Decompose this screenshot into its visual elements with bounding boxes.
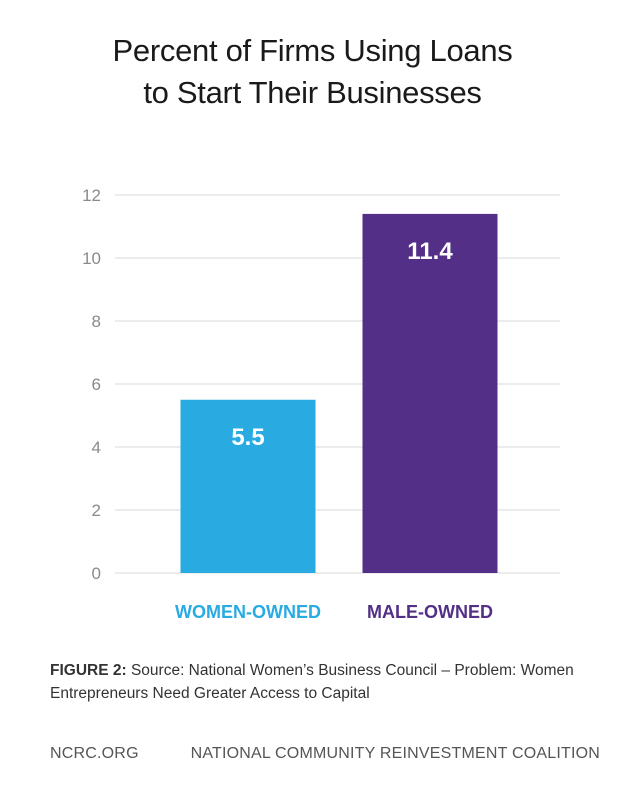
figure-caption-label: FIGURE 2:	[50, 662, 127, 679]
y-tick-label: 8	[92, 312, 101, 331]
category-label: WOMEN-OWNED	[175, 602, 321, 622]
chart-title-line-2: to Start Their Businesses	[143, 75, 482, 110]
category-label: MALE-OWNED	[367, 602, 493, 622]
chart-title-line-1: Percent of Firms Using Loans	[112, 33, 513, 68]
bar-value-label: 11.4	[407, 238, 453, 265]
y-tick-label: 2	[92, 501, 101, 520]
y-tick-label: 6	[92, 375, 101, 394]
bar-value-label: 5.5	[231, 424, 264, 451]
figure-caption-text: Source: National Women’s Business Counci…	[50, 662, 574, 702]
chart-title: Percent of Firms Using Loans to Start Th…	[0, 30, 625, 114]
y-tick-label: 0	[92, 564, 101, 583]
bar	[362, 213, 498, 573]
figure-caption: FIGURE 2: Source: National Women’s Busin…	[50, 659, 610, 705]
y-tick-label: 4	[92, 438, 101, 457]
footer-organization: NATIONAL COMMUNITY REINVESTMENT COALITIO…	[190, 745, 600, 762]
bar	[180, 399, 316, 573]
bar-chart: 0 2 4 6 8 10 12 5.5 WOMEN-OWNED 11.4 MALE-OWNED	[82, 186, 560, 622]
y-tick-label: 12	[82, 186, 101, 205]
y-tick-label: 10	[82, 249, 101, 268]
footer-website: NCRC.ORG	[50, 745, 139, 762]
